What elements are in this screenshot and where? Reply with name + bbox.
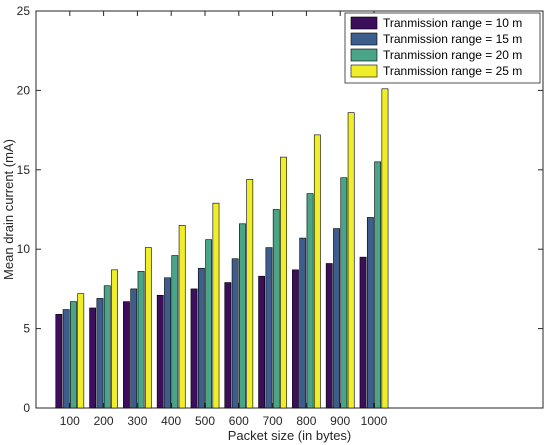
x-tick-label: 800 — [296, 414, 316, 428]
x-tick-label: 1000 — [361, 414, 388, 428]
x-axis-label: Packet size (in bytes) — [228, 428, 352, 443]
y-tick-label: 0 — [23, 401, 30, 415]
bar-600-series-1 — [224, 282, 232, 409]
bar-900-series-3 — [340, 177, 348, 409]
y-axis-ticks: 0 5 10 15 20 25 — [17, 4, 543, 415]
y-tick-label: 15 — [17, 163, 31, 177]
legend-swatch-1 — [350, 16, 378, 30]
y-tick-label: 10 — [17, 242, 31, 256]
bar-100-series-4 — [77, 293, 85, 409]
bar-100-series-1 — [55, 314, 63, 409]
x-tick-label: 400 — [161, 414, 181, 428]
bar-900-series-4 — [347, 112, 355, 409]
legend-swatch-2 — [350, 32, 378, 46]
bar-600-series-3 — [239, 223, 246, 409]
bar-500-series-4 — [212, 202, 220, 409]
bar-800-series-1 — [292, 269, 299, 409]
bar-300-series-2 — [130, 288, 138, 409]
bar-400-series-1 — [156, 294, 164, 409]
bar-1000-series-3 — [374, 161, 382, 409]
x-tick-label: 100 — [60, 414, 80, 428]
bar-1000-series-4 — [381, 88, 389, 409]
bar-200-series-1 — [89, 307, 97, 409]
y-tick-label: 20 — [17, 83, 31, 97]
bar-600-series-4 — [246, 179, 254, 409]
bar-100-series-2 — [62, 309, 70, 409]
y-tick-label: 5 — [23, 322, 30, 336]
legend-label-4: Tranmission range = 25 m — [383, 64, 522, 78]
x-axis-ticks: 100 200 300 400 500 600 700 800 900 1000 — [60, 11, 388, 428]
legend-swatch-3 — [350, 48, 378, 62]
bar-500-series-1 — [190, 288, 198, 409]
x-tick-label: 500 — [195, 414, 215, 428]
bar-300-series-1 — [123, 301, 130, 409]
y-tick-label: 25 — [17, 4, 31, 18]
bar-800-series-3 — [306, 193, 314, 409]
bar-300-series-4 — [144, 247, 152, 409]
x-tick-label: 700 — [263, 414, 283, 428]
bar-600-series-2 — [231, 258, 239, 409]
bar-500-series-3 — [205, 239, 213, 409]
bar-200-series-3 — [103, 285, 111, 409]
legend: Tranmission range = 10 m Tranmission rang… — [344, 12, 541, 84]
plot-frame — [35, 10, 544, 409]
bar-900-series-1 — [325, 263, 333, 409]
bar-700-series-4 — [280, 156, 287, 409]
bar-500-series-2 — [197, 267, 205, 409]
bar-700-series-1 — [258, 275, 266, 409]
bar-200-series-2 — [96, 298, 104, 409]
x-tick-label: 200 — [94, 414, 114, 428]
bar-800-series-4 — [313, 134, 321, 409]
legend-swatch-4 — [350, 64, 378, 78]
x-tick-label: 300 — [127, 414, 147, 428]
bar-400-series-4 — [178, 225, 186, 409]
legend-label-3: Tranmission range = 20 m — [383, 48, 522, 62]
legend-box — [344, 12, 541, 84]
x-tick-label: 600 — [229, 414, 249, 428]
y-axis-label: Mean drain current (mA) — [1, 139, 16, 280]
bar-700-series-2 — [265, 247, 273, 409]
bar-700-series-3 — [272, 209, 280, 409]
bars-group — [55, 88, 389, 409]
bar-900-series-2 — [333, 228, 340, 409]
bar-400-series-2 — [164, 277, 171, 409]
bar-800-series-2 — [299, 237, 307, 409]
bar-400-series-3 — [171, 255, 179, 409]
bar-200-series-4 — [111, 269, 118, 409]
bar-1000-series-2 — [366, 217, 374, 409]
legend-label-1: Tranmission range = 10 m — [383, 16, 522, 30]
bar-100-series-3 — [70, 301, 77, 409]
bar-1000-series-1 — [359, 256, 367, 409]
legend-label-2: Tranmission range = 15 m — [383, 32, 522, 46]
x-tick-label: 900 — [330, 414, 350, 428]
bar-300-series-3 — [137, 271, 145, 409]
